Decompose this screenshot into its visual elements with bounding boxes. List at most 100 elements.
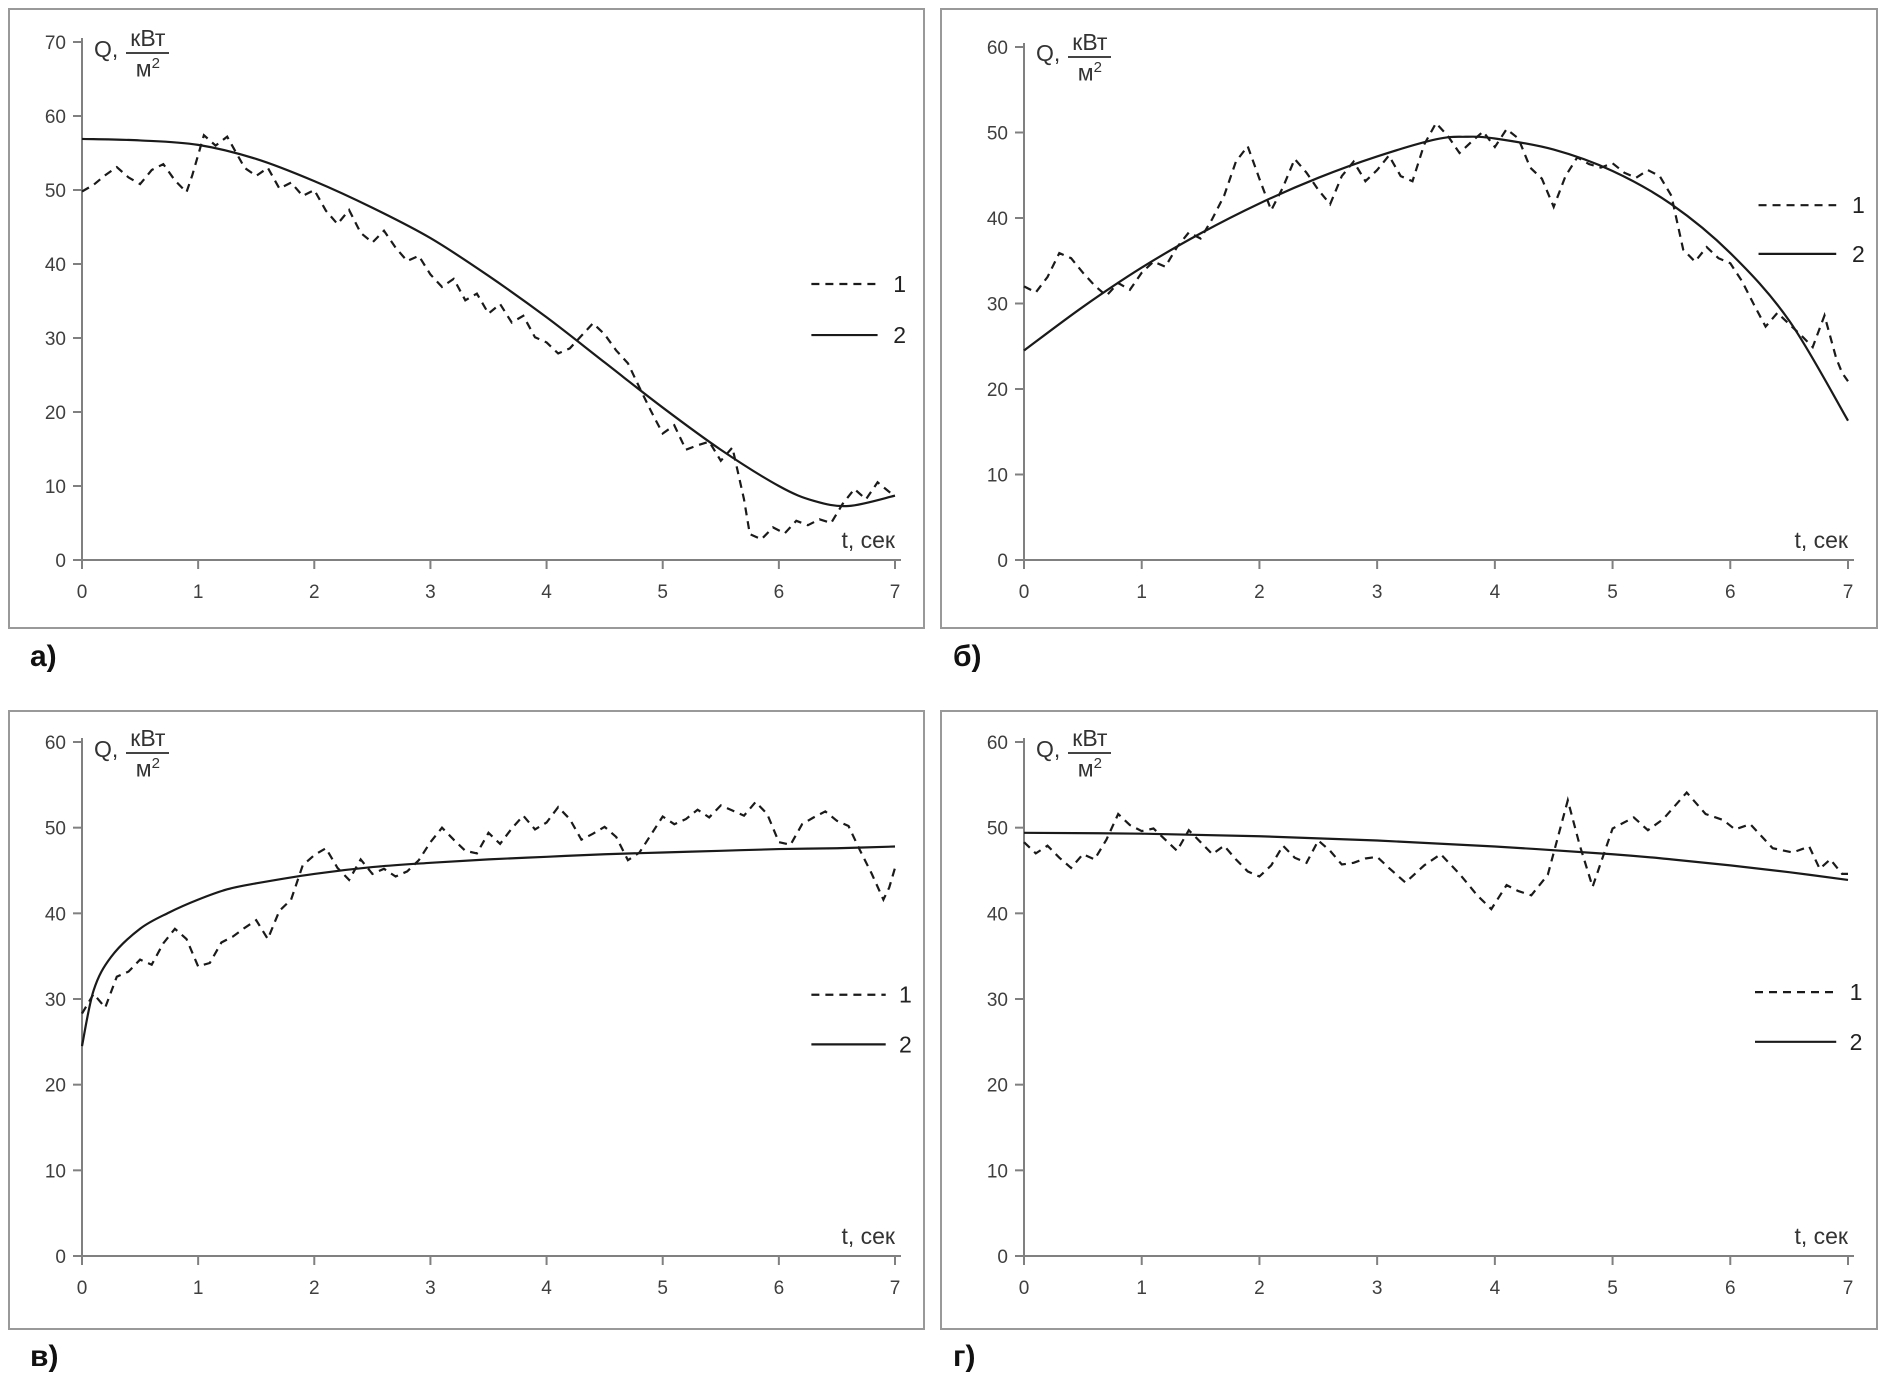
svg-text:5: 5 xyxy=(1607,1278,1618,1299)
chart-b-caption: б) xyxy=(953,640,982,673)
y-axis-units-numerator: кВт xyxy=(126,26,170,55)
svg-text:6: 6 xyxy=(774,582,785,603)
svg-text:2: 2 xyxy=(899,1031,912,1057)
chart-v-plot: 0 10 20 30 40 50 60 0 1 2 3 4 5 6 7 t, сек 1 2 xyxy=(45,733,912,1299)
y-axis-units-fraction: кВт м2 xyxy=(126,726,170,782)
svg-text:6: 6 xyxy=(1725,1278,1736,1299)
y-axis-units-fraction: кВт м2 xyxy=(1068,726,1112,782)
svg-text:40: 40 xyxy=(45,255,66,276)
svg-text:60: 60 xyxy=(987,733,1008,754)
svg-text:20: 20 xyxy=(45,1076,66,1097)
svg-text:10: 10 xyxy=(987,1161,1008,1182)
chart-a-plot: 0 10 20 30 40 50 60 70 0 1 2 3 4 5 6 7 t, сек 1 2 xyxy=(45,33,906,603)
svg-text:3: 3 xyxy=(1372,1278,1383,1299)
chart-a-caption: а) xyxy=(30,640,57,673)
svg-text:4: 4 xyxy=(1490,582,1501,603)
svg-text:30: 30 xyxy=(45,990,66,1011)
y-axis-symbol: Q, xyxy=(94,736,119,762)
chart-panel-v: 0 10 20 30 40 50 60 0 1 2 3 4 5 6 7 t, сек 1 2 Q, кВт м2 xyxy=(8,710,925,1330)
svg-text:3: 3 xyxy=(425,582,436,603)
svg-text:t, сек: t, сек xyxy=(841,1223,895,1249)
svg-text:0: 0 xyxy=(1019,1278,1030,1299)
y-axis-units-denominator: м2 xyxy=(135,755,160,782)
y-axis-units-denominator: м2 xyxy=(135,55,160,82)
svg-text:1: 1 xyxy=(1850,979,1863,1005)
y-axis-label-v: Q, кВт м2 xyxy=(94,726,170,782)
svg-text:2: 2 xyxy=(1852,241,1865,267)
svg-text:50: 50 xyxy=(45,819,66,840)
chart-g-plot: 0 10 20 30 40 50 60 0 1 2 3 4 5 6 7 t, сек 1 2 xyxy=(987,733,1863,1299)
svg-text:2: 2 xyxy=(893,322,906,348)
svg-text:t, сек: t, сек xyxy=(1794,527,1848,553)
y-axis-label-g: Q, кВт м2 xyxy=(1036,726,1112,782)
chart-panel-a: 0 10 20 30 40 50 60 70 0 1 2 3 4 5 6 7 t, сек 1 2 Q, кВт м… xyxy=(8,8,925,629)
svg-text:7: 7 xyxy=(1843,582,1854,603)
y-axis-symbol: Q, xyxy=(1036,736,1061,762)
svg-text:6: 6 xyxy=(774,1278,785,1299)
chart-v-caption: в) xyxy=(30,1340,59,1373)
y-axis-symbol: Q, xyxy=(94,36,119,62)
y-axis-units-numerator: кВт xyxy=(1068,726,1112,755)
svg-text:2: 2 xyxy=(1254,1278,1265,1299)
svg-text:2: 2 xyxy=(309,1278,320,1299)
svg-text:7: 7 xyxy=(890,1278,901,1299)
svg-text:40: 40 xyxy=(987,209,1008,230)
svg-text:50: 50 xyxy=(45,181,66,202)
svg-text:7: 7 xyxy=(1843,1278,1854,1299)
svg-text:1: 1 xyxy=(893,271,906,297)
svg-text:20: 20 xyxy=(45,403,66,424)
svg-text:20: 20 xyxy=(987,1076,1008,1097)
svg-text:4: 4 xyxy=(1490,1278,1501,1299)
svg-text:7: 7 xyxy=(890,582,901,603)
svg-text:40: 40 xyxy=(987,904,1008,925)
svg-text:10: 10 xyxy=(987,466,1008,487)
svg-text:20: 20 xyxy=(987,380,1008,401)
svg-text:10: 10 xyxy=(45,477,66,498)
svg-text:40: 40 xyxy=(45,904,66,925)
chart-b-plot: 0 10 20 30 40 50 60 0 1 2 3 4 5 6 7 t, сек 1 2 xyxy=(987,38,1865,603)
svg-text:60: 60 xyxy=(45,107,66,128)
chart-panel-g: 0 10 20 30 40 50 60 0 1 2 3 4 5 6 7 t, сек 1 2 Q, кВт м2 xyxy=(940,710,1878,1330)
svg-text:2: 2 xyxy=(1254,582,1265,603)
svg-text:1: 1 xyxy=(193,582,204,603)
y-axis-units-denominator: м2 xyxy=(1077,59,1102,86)
y-axis-units-numerator: кВт xyxy=(1068,30,1112,59)
svg-text:30: 30 xyxy=(987,295,1008,316)
svg-text:5: 5 xyxy=(657,582,668,603)
svg-text:4: 4 xyxy=(541,1278,552,1299)
y-axis-label-a: Q, кВт м2 xyxy=(94,26,170,82)
svg-text:1: 1 xyxy=(1852,192,1865,218)
y-axis-label-b: Q, кВт м2 xyxy=(1036,30,1112,86)
svg-text:1: 1 xyxy=(193,1278,204,1299)
svg-text:3: 3 xyxy=(425,1278,436,1299)
svg-text:t, сек: t, сек xyxy=(1794,1223,1848,1249)
svg-text:30: 30 xyxy=(45,329,66,350)
svg-text:30: 30 xyxy=(987,990,1008,1011)
svg-text:5: 5 xyxy=(657,1278,668,1299)
svg-text:70: 70 xyxy=(45,33,66,54)
svg-text:60: 60 xyxy=(45,733,66,754)
svg-text:4: 4 xyxy=(541,582,552,603)
svg-text:1: 1 xyxy=(1136,582,1147,603)
y-axis-symbol: Q, xyxy=(1036,40,1061,66)
chart-g-caption: г) xyxy=(953,1340,976,1373)
svg-text:0: 0 xyxy=(55,1247,66,1268)
svg-text:0: 0 xyxy=(55,551,66,572)
svg-text:0: 0 xyxy=(997,551,1008,572)
svg-text:50: 50 xyxy=(987,124,1008,145)
svg-text:6: 6 xyxy=(1725,582,1736,603)
svg-text:2: 2 xyxy=(1850,1029,1863,1055)
svg-text:t, сек: t, сек xyxy=(841,527,895,553)
svg-text:0: 0 xyxy=(997,1247,1008,1268)
svg-text:2: 2 xyxy=(309,582,320,603)
svg-text:0: 0 xyxy=(77,582,88,603)
y-axis-units-fraction: кВт м2 xyxy=(126,26,170,82)
y-axis-units-denominator: м2 xyxy=(1077,755,1102,782)
svg-text:0: 0 xyxy=(1019,582,1030,603)
chart-panel-b: 0 10 20 30 40 50 60 0 1 2 3 4 5 6 7 t, сек 1 2 Q, кВт м2 xyxy=(940,8,1878,629)
svg-text:10: 10 xyxy=(45,1161,66,1182)
svg-text:5: 5 xyxy=(1607,582,1618,603)
y-axis-units-numerator: кВт xyxy=(126,726,170,755)
svg-text:60: 60 xyxy=(987,38,1008,59)
